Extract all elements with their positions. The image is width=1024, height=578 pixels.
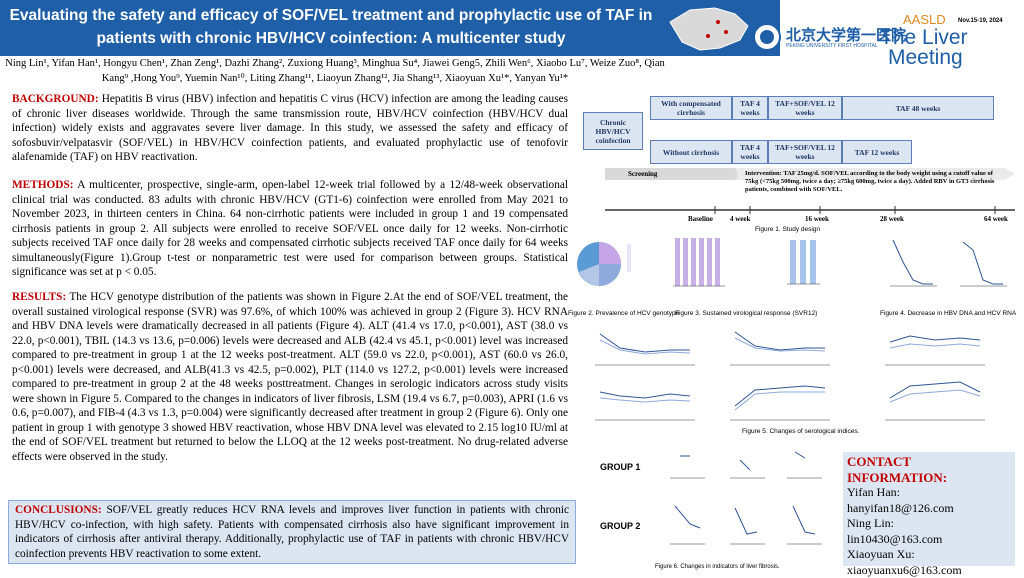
contact-box: CONTACT INFORMATION: Yifan Han: hanyifan… [843,452,1015,566]
caption: Figure 2. Prevalence of HCV genotype [568,310,679,317]
design-cell: TAF 4 weeks [732,96,768,120]
timeline-label: 16 week [805,215,829,223]
intervention: Intervention: TAF 25mg/d. SOF/VEL accord… [745,170,1000,194]
methods: METHODS: A multicenter, prospective, sin… [12,178,568,280]
results: RESULTS: The HCV genotype distribution o… [12,290,568,464]
authors: Ning Lin¹, Yifan Han¹, Hongyu Chen¹, Zha… [0,56,670,86]
timeline-label: 28 week [880,215,904,223]
heading: CONCLUSIONS: [15,504,102,516]
figures-row1 [575,232,1024,312]
body-text: A multicenter, prospective, single-arm, … [12,179,568,278]
caption: Figure 4. Decrease in HBV DNA and HCV RN… [880,310,1016,317]
hospital-en: PEKING UNIVERSITY FIRST HOSPITAL [786,43,878,49]
contact-line: Yifan Han: [847,485,1011,501]
design-cell: TAF+SOF/VEL 12 weeks [768,96,842,120]
timeline-label: 4 week [730,215,750,223]
design-cell: TAF 48 weeks [842,96,994,120]
heading: RESULTS: [12,291,66,303]
heading: METHODS: [12,179,74,191]
figure-5 [590,320,1010,430]
caption: Figure 3. Sustained virological response… [675,310,817,317]
caption: Figure 5. Changes of serological indices… [742,428,859,435]
group-label: GROUP 2 [600,521,640,531]
timeline-label: 64 week [984,215,1008,223]
contact-line: hanyifan18@126.com [847,501,1011,517]
contact-heading: CONTACT INFORMATION: [847,454,1011,485]
population-box: Chronic HBV/HCV coinfection [583,112,643,150]
contact-line: Ning Lin: [847,516,1011,532]
figure-6 [655,438,840,566]
design-cell: With compensated cirrhosis [650,96,732,120]
hospital-seal [752,22,782,52]
conference: AASLD [903,12,946,27]
conclusions: CONCLUSIONS: SOF/VEL greatly reduces HCV… [8,500,576,564]
timeline-label: Baseline [688,215,713,223]
china-map [660,2,755,54]
contact-line: Xiaoyuan Xu: [847,547,1011,563]
group-label: GROUP 1 [600,462,640,472]
meeting-line: Meeting [880,46,963,69]
contact-line: xiaoyuanxu6@163.com [847,563,1011,578]
heading: BACKGROUND: [12,93,99,105]
poster-title: Evaluating the safety and efficacy of SO… [6,4,656,50]
background: BACKGROUND: Hepatitis B virus (HBV) infe… [12,92,568,165]
caption: Figure 6. Changes in indicators of liver… [655,564,780,570]
screening: Screening [628,170,657,178]
dates: Nov.15-19, 2024 [958,18,1003,24]
contact-line: lin10430@163.com [847,532,1011,548]
body-text: The HCV genotype distribution of the pat… [12,291,568,463]
